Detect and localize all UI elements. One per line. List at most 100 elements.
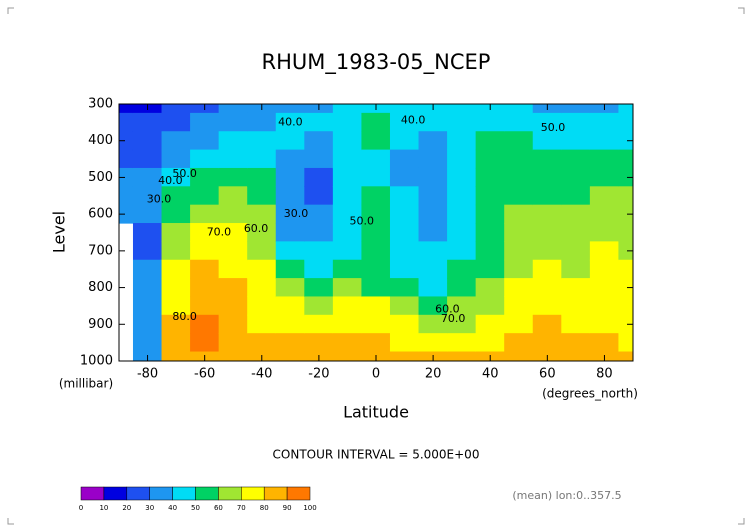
colorbar-label: 20 [122,504,131,512]
field-cell [389,131,420,151]
field-cell [218,112,248,132]
x-axis-label: Latitude [343,403,409,422]
field-cell [447,259,477,279]
field-cell [361,223,391,242]
x-tick-label: 0 [372,367,380,382]
field-cell [332,104,363,114]
x-units: (degrees_north) [542,387,638,401]
field-cell [618,314,633,334]
field-cell [418,333,448,353]
field-cell [132,259,163,279]
field-cell [447,149,477,169]
field-cell [447,104,477,114]
field-cell [418,296,448,316]
field-cell [504,104,534,114]
x-tick-label: 40 [482,367,499,382]
field-cell [304,278,334,298]
field-cell [304,314,334,334]
field-cell [589,241,620,261]
field-cell [532,241,562,261]
field-cell [389,149,420,169]
field-cell [218,259,248,279]
field-cell [618,278,633,298]
field-cell [532,259,562,279]
field-cell [475,278,505,298]
field-cell [247,259,277,279]
field-cell [304,333,334,353]
field-cell [119,167,134,187]
field-cell [418,259,448,279]
y-tick-label: 500 [88,170,113,185]
field-cell [190,314,220,334]
contour-label: 40.0 [401,114,426,127]
contour-label: 70.0 [441,312,466,325]
field-cell [561,351,591,361]
y-tick-label: 800 [88,280,113,295]
field-cell [504,149,534,169]
field-cell [275,351,305,361]
field-cell [361,131,391,151]
field-cell [190,186,220,206]
x-tick-label: -80 [137,367,158,382]
field-cell [361,314,391,334]
field-cell [532,223,562,242]
field-cell [332,223,363,242]
field-cell [247,167,277,187]
footnote: (mean) lon:0..357.5 [512,489,621,502]
field-cell [561,241,591,261]
colorbar-swatch [149,486,173,501]
field-cell [561,131,591,151]
field-cell [161,131,191,151]
field-cell [361,204,391,224]
field-cell [618,223,633,242]
field-cell [618,104,633,114]
field-cell [132,131,163,151]
field-cell [247,314,277,334]
field-cell [332,186,363,206]
field-cell [475,112,505,132]
field-cell [304,112,334,132]
contour-label: 70.0 [207,226,232,239]
field-cell [475,259,505,279]
field-cell [561,278,591,298]
field-cell [190,149,220,169]
colorbar-label: 40 [168,504,177,512]
field-cell [561,149,591,169]
field-cell [361,296,391,316]
field-cell [218,131,248,151]
field-cell [275,333,305,353]
colorbar-swatch [263,486,288,501]
colorbar-swatch [286,486,311,501]
field-cell [447,351,477,361]
field-cell [247,278,277,298]
field-cell [389,167,420,187]
field-cell [589,296,620,316]
field-cell [132,167,163,187]
colorbar-label: 70 [237,504,246,512]
field-cell [561,223,591,242]
field-cell [618,167,633,187]
field-cell [132,149,163,169]
field-cell [161,186,191,206]
colorbar-label: 50 [191,504,200,512]
field-cell [475,204,505,224]
field-cell [218,314,248,334]
field-cell [447,112,477,132]
field-cell [589,112,620,132]
field-cell [504,296,534,316]
field-cell [119,149,134,169]
y-tick-label: 1000 [80,354,113,369]
colorbar-swatch [241,486,265,501]
field-cell [389,112,420,132]
field-cell [361,241,391,261]
field-cell [161,333,191,353]
field-cell [275,112,305,132]
field-cell [132,314,163,334]
colorbar-swatch [80,486,105,501]
field-cell [218,186,248,206]
y-tick-label: 700 [88,243,113,258]
field-cell [532,131,562,151]
field-cell [361,149,391,169]
field-cell [161,223,191,242]
